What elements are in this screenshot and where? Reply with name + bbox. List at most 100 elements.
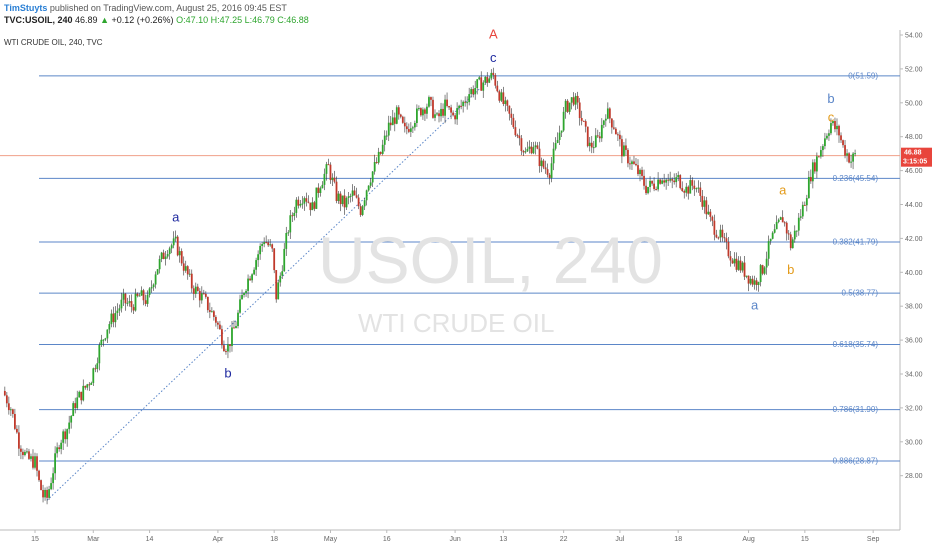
- candle-body: [637, 165, 639, 175]
- candle-body: [667, 179, 670, 181]
- fib-level-label: 0.236(45.54): [833, 174, 879, 183]
- candle-body: [574, 95, 577, 105]
- candle-body: [221, 329, 223, 346]
- candle-body: [789, 234, 792, 249]
- candle-body: [295, 199, 298, 213]
- candle-body: [783, 222, 786, 224]
- candle-body: [397, 107, 400, 115]
- candle-body: [803, 204, 806, 206]
- symbol[interactable]: TVC:USOIL, 240: [4, 15, 73, 25]
- candle-body: [723, 237, 726, 239]
- candle-body: [391, 117, 394, 126]
- candle-body: [357, 197, 360, 207]
- candle-body: [623, 145, 625, 157]
- current-price-label: 46.88: [904, 150, 922, 157]
- candle-body: [301, 203, 304, 205]
- candle-body: [333, 177, 336, 182]
- candle-body: [850, 161, 852, 163]
- candle-body: [176, 236, 179, 256]
- candle-body: [446, 99, 448, 107]
- open-value: O:47.10: [176, 15, 209, 25]
- candle-body: [367, 185, 370, 191]
- candle-body: [194, 286, 197, 294]
- publish-info: published on TradingView.com, August 25,…: [49, 3, 287, 13]
- candle-body: [566, 100, 569, 112]
- candle-body: [604, 118, 607, 121]
- symbol-line: TVC:USOIL, 240 46.89 ▲ +0.12 (+0.26%) O:…: [4, 15, 309, 25]
- publish-line: TimStuyts published on TradingView.com, …: [4, 3, 287, 13]
- candle-body: [540, 160, 543, 167]
- candle-body: [345, 197, 348, 208]
- candle-body: [34, 456, 36, 468]
- time-tick-label: Apr: [212, 536, 224, 543]
- time-tick-label: Aug: [742, 536, 755, 543]
- candle-body: [303, 198, 306, 204]
- candle-body: [801, 204, 804, 217]
- time-tick-label: 15: [31, 536, 39, 543]
- candle-body: [635, 163, 637, 166]
- candle-body: [369, 182, 372, 186]
- candle-body: [44, 489, 46, 498]
- candle-body: [468, 94, 471, 103]
- wave-label: c: [828, 109, 835, 124]
- author-name[interactable]: TimStuyts: [4, 3, 48, 13]
- candle-body: [492, 72, 495, 76]
- candle-body: [476, 79, 479, 89]
- trend-line: [46, 75, 494, 501]
- candle-body: [526, 148, 529, 152]
- candle-body: [761, 265, 764, 274]
- candle-body: [46, 489, 48, 498]
- candle-body: [600, 124, 603, 139]
- candle-body: [777, 219, 780, 222]
- candle-body: [172, 238, 175, 246]
- candle-body: [731, 260, 734, 264]
- candle-body: [241, 294, 243, 300]
- candle-body: [160, 252, 163, 260]
- candle-body: [363, 200, 366, 207]
- candle-body: [52, 473, 54, 484]
- candle-body: [627, 149, 629, 164]
- wave-label: a: [172, 209, 180, 224]
- candle-body: [223, 345, 225, 352]
- candle-body: [16, 428, 18, 433]
- price-tick-label: 28.00: [905, 473, 923, 480]
- candle-body: [92, 368, 95, 383]
- candle-body: [733, 258, 736, 264]
- candle-body: [128, 301, 131, 303]
- candle-body: [779, 217, 782, 220]
- candle-body: [842, 140, 844, 146]
- candle-body: [80, 391, 83, 401]
- candle-body: [524, 151, 527, 153]
- candle-body: [371, 171, 374, 183]
- candle-body: [747, 275, 750, 284]
- candle-body: [395, 107, 398, 124]
- candle-body: [701, 195, 704, 207]
- candle-body: [40, 480, 42, 491]
- candle-body: [775, 221, 778, 230]
- time-tick-label: 18: [270, 536, 278, 543]
- candle-body: [144, 300, 147, 304]
- candle-body: [206, 296, 209, 311]
- candle-body: [824, 138, 826, 147]
- candle-body: [140, 290, 143, 296]
- candle-body: [444, 99, 446, 116]
- time-tick-label: May: [324, 536, 338, 543]
- candle-body: [679, 175, 682, 189]
- candle-body: [542, 160, 545, 168]
- candle-body: [570, 97, 573, 103]
- candle-body: [699, 187, 702, 196]
- fib-level-label: 0(51.59): [848, 71, 878, 80]
- candle-body: [560, 130, 563, 133]
- candle-body: [462, 101, 465, 107]
- candle-body: [138, 295, 141, 297]
- candle-body: [285, 232, 288, 249]
- candle-body: [279, 275, 282, 283]
- candle-body: [269, 244, 272, 246]
- candle-body: [633, 161, 635, 164]
- candle-body: [727, 241, 730, 257]
- candle-body: [335, 181, 338, 201]
- candle-body: [210, 311, 213, 313]
- candle-body: [846, 153, 848, 156]
- candle-body: [263, 242, 266, 245]
